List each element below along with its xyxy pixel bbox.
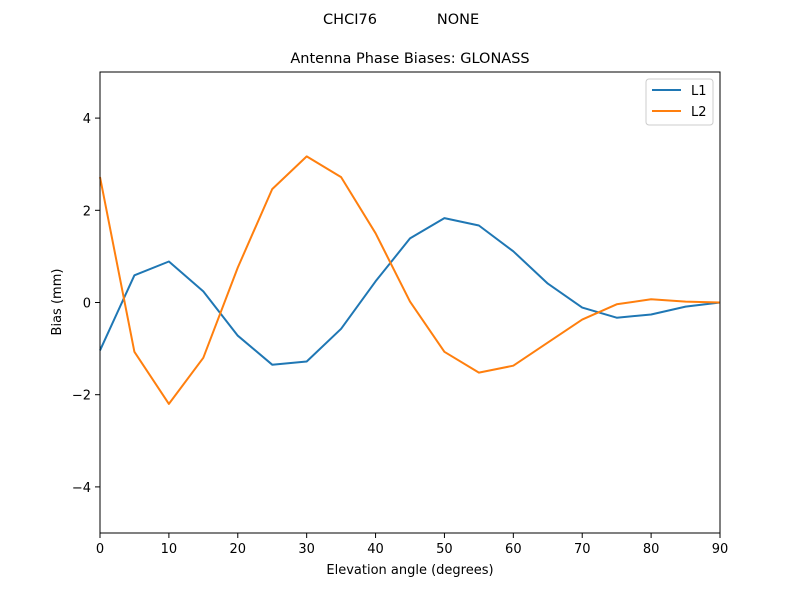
x-tick-label: 60 xyxy=(505,542,522,557)
y-tick-label: −4 xyxy=(72,481,91,496)
series-line-l2 xyxy=(99,155,721,405)
x-tick-label: 10 xyxy=(161,542,178,557)
x-tick-label: 80 xyxy=(643,542,660,557)
x-tick-label: 20 xyxy=(230,542,247,557)
suptitle-antenna: NONE xyxy=(437,12,479,28)
x-tick-label: 40 xyxy=(367,542,384,557)
x-tick-label: 90 xyxy=(712,542,729,557)
y-tick-label: −2 xyxy=(72,389,91,404)
legend-l2-label: L2 xyxy=(691,105,707,120)
y-tick-label: 2 xyxy=(83,204,91,219)
x-tick-label: 50 xyxy=(436,542,453,557)
y-axis-ticks: −4 −2 0 2 4 xyxy=(72,112,100,496)
y-axis-label: Bias (mm) xyxy=(50,269,65,336)
x-tick-label: 0 xyxy=(96,542,104,557)
legend: L1 L2 xyxy=(645,78,714,126)
x-tick-label: 30 xyxy=(298,542,315,557)
plot-lines xyxy=(99,155,721,405)
y-tick-label: 4 xyxy=(83,112,91,127)
x-axis-ticks: 0 10 20 30 40 50 60 70 80 90 xyxy=(96,533,728,557)
suptitle-station: CHCI76 xyxy=(323,12,377,28)
legend-l1-label: L1 xyxy=(691,84,707,99)
x-tick-label: 70 xyxy=(574,542,591,557)
x-axis-label: Elevation angle (degrees) xyxy=(326,563,493,578)
y-tick-label: 0 xyxy=(83,297,91,312)
chart-title: Antenna Phase Biases: GLONASS xyxy=(290,51,529,67)
series-line-l1 xyxy=(99,217,721,366)
